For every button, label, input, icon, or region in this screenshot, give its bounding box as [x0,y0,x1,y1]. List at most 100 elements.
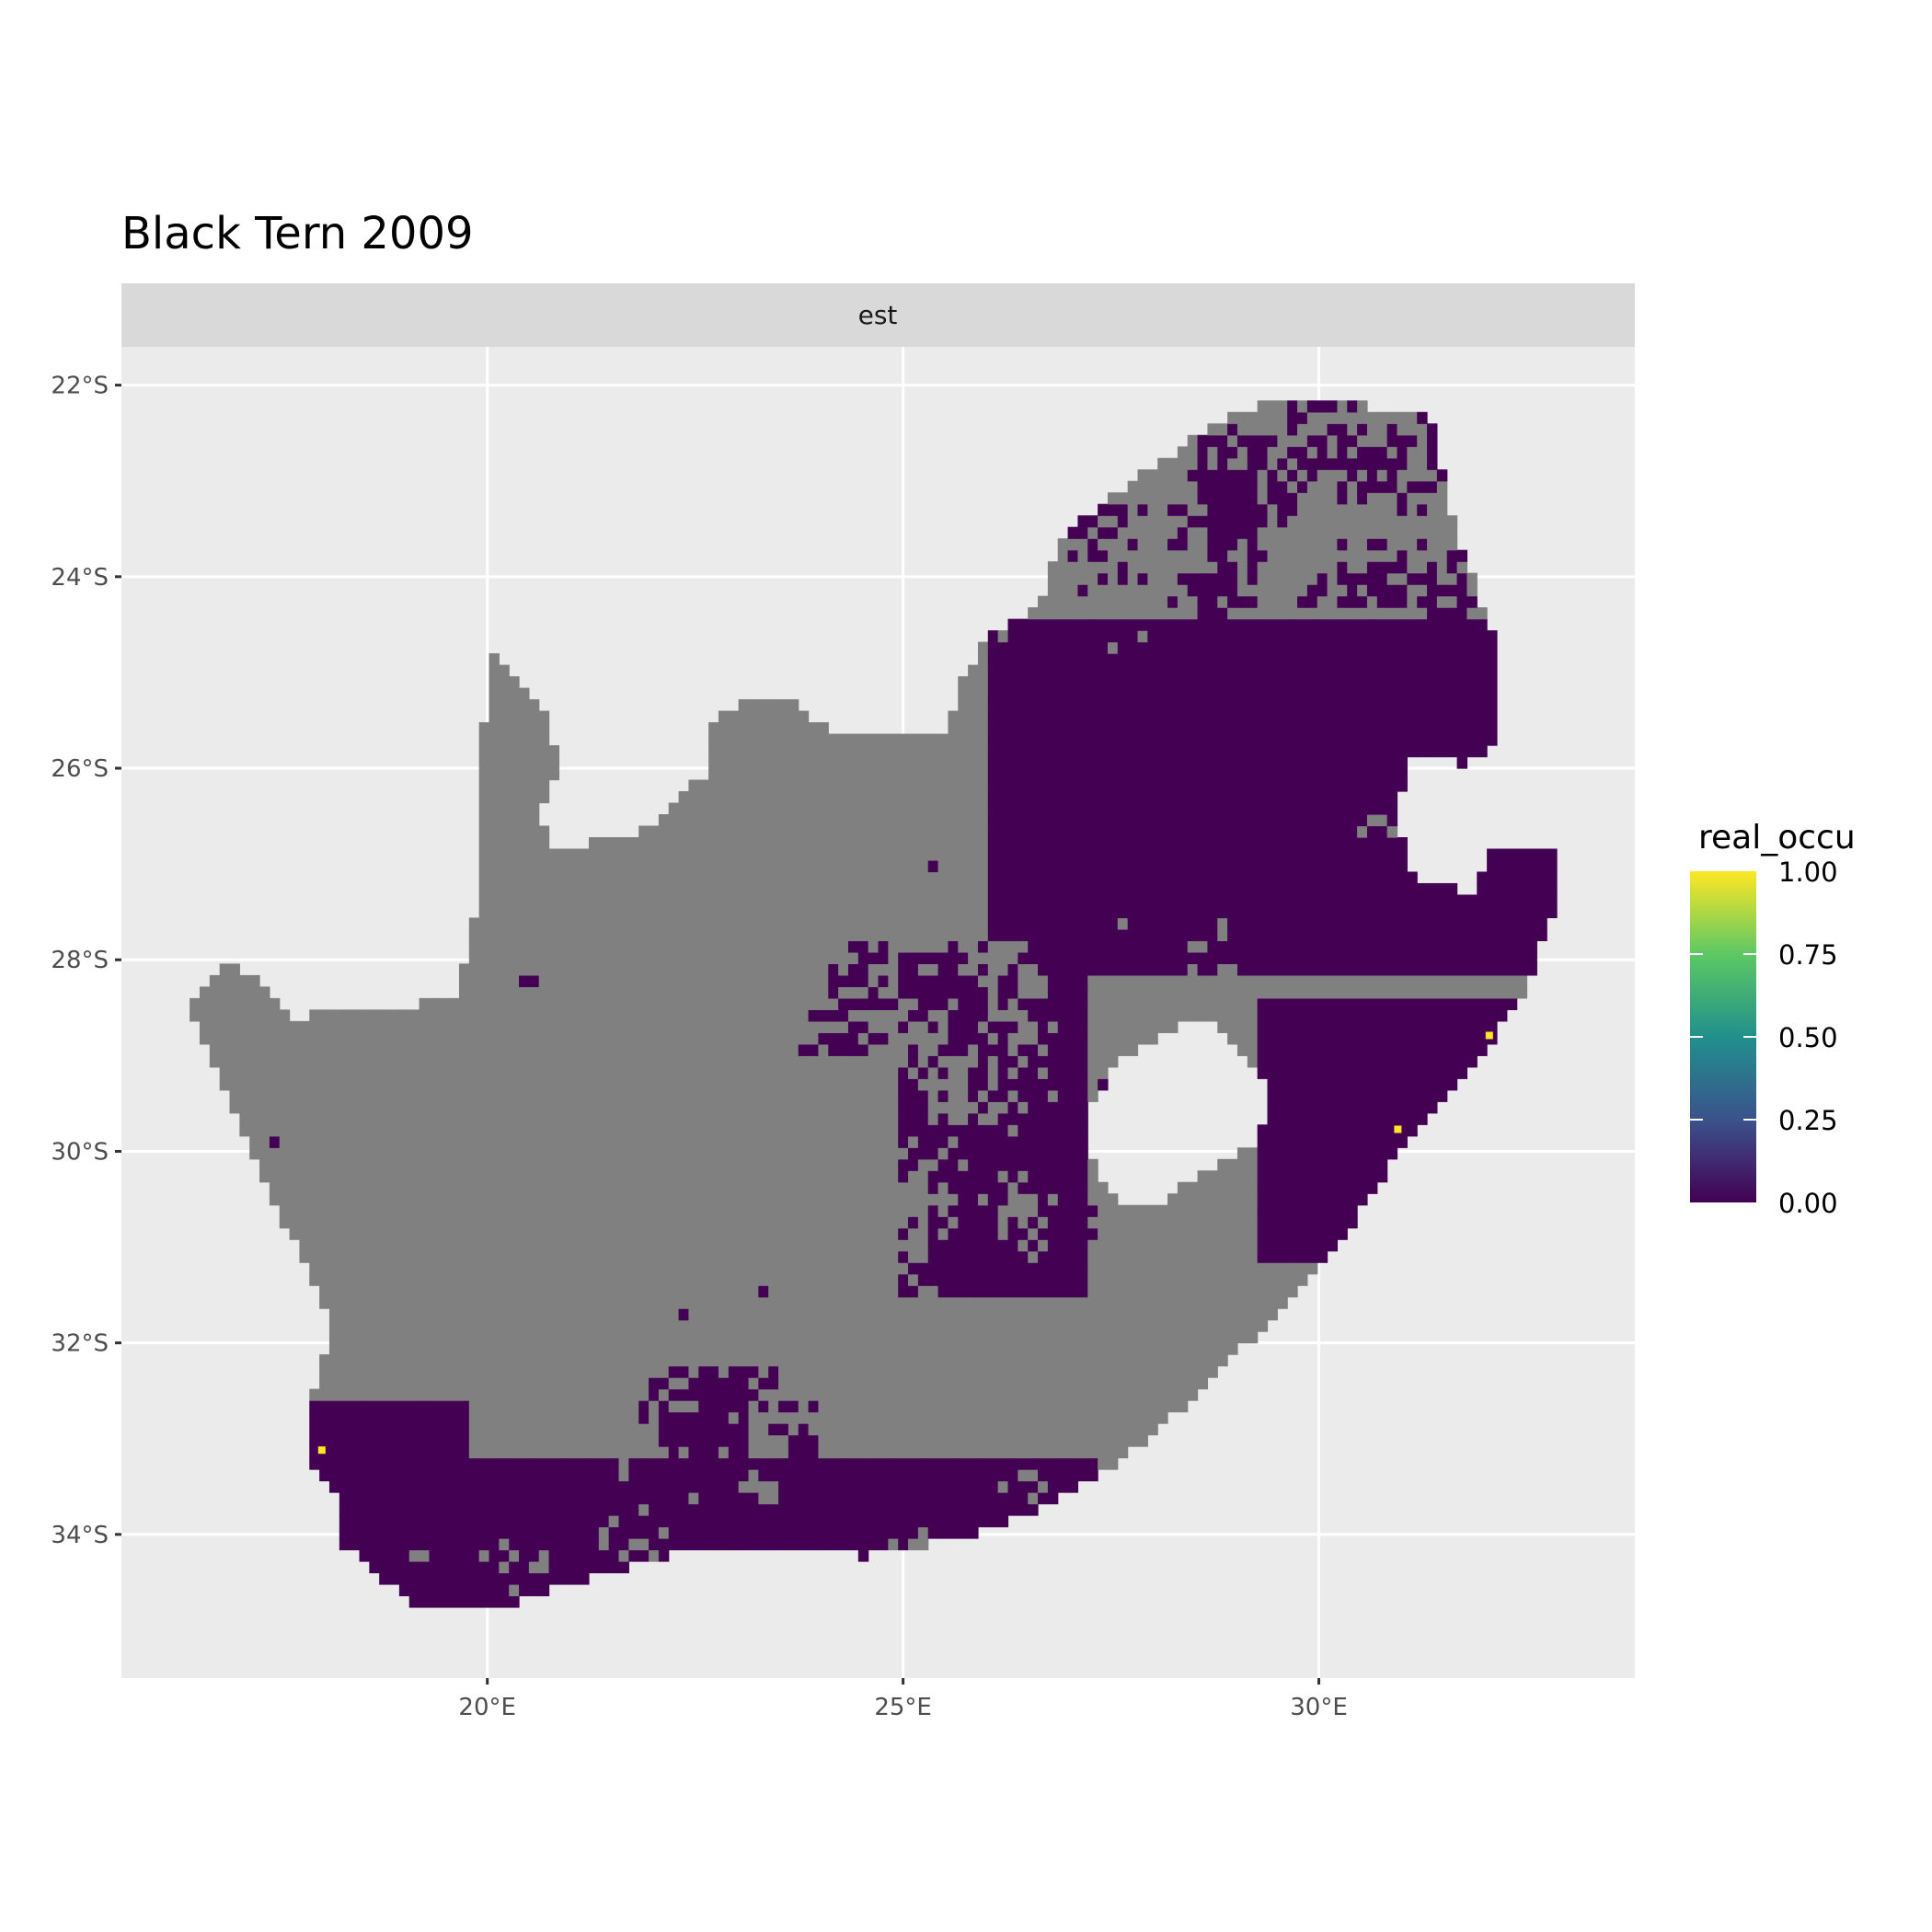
raster-cell [857,1147,869,1160]
raster-cell [937,1308,949,1321]
raster-cell [369,1273,380,1286]
raster-cell [857,1055,869,1068]
raster-cell [299,1032,310,1045]
raster-cell [1317,1158,1328,1171]
raster-cell [538,1492,550,1505]
raster-cell [1287,1216,1298,1229]
raster-cell [828,1147,839,1160]
raster-cell [1177,1296,1189,1309]
raster-cell [558,1262,569,1275]
raster-cell [788,1089,799,1102]
raster-cell [1397,1032,1408,1045]
raster-cell [249,1112,260,1125]
raster-cell [538,1227,550,1240]
raster-cell [449,1492,460,1505]
raster-cell [798,1147,810,1160]
raster-cell [1257,997,1269,1010]
raster-cell [888,1193,899,1206]
raster-cell [768,1342,779,1355]
raster-cell [878,1239,889,1252]
raster-cell [1297,1101,1308,1114]
raster-cell [249,1032,260,1045]
raster-cell [579,1388,590,1401]
raster-cell [698,1273,709,1286]
raster-cell [738,1365,750,1378]
raster-cell [668,1400,680,1413]
raster-cell [509,1480,520,1493]
raster-cell [1407,1101,1418,1114]
raster-cell [698,1043,709,1056]
raster-cell [1028,1181,1039,1194]
raster-cell [1327,1147,1339,1160]
raster-cell [398,1526,410,1539]
raster-cell [598,1319,610,1332]
raster-cell [1236,1204,1248,1217]
raster-cell [489,1112,500,1125]
raster-cell [359,1515,370,1528]
raster-cell [369,1285,380,1298]
raster-cell [698,1135,709,1148]
raster-cell [519,1388,530,1401]
raster-cell [1187,1273,1199,1286]
raster-cell [688,1135,699,1148]
raster-cell [738,1515,750,1528]
raster-cell [1207,986,1218,999]
raster-cell [788,1400,799,1413]
raster-cell [598,1055,610,1068]
raster-cell [658,1308,670,1321]
raster-cell [768,974,779,987]
raster-cell [977,1250,989,1263]
raster-cell [888,1377,899,1390]
raster-cell [968,1469,979,1482]
raster-cell [569,1331,580,1344]
raster-cell [708,1526,719,1539]
raster-cell [468,1480,480,1493]
raster-cell [1257,1204,1269,1217]
raster-cell [1117,1446,1129,1459]
raster-cell [649,1216,660,1229]
raster-cell [509,1560,520,1574]
raster-cell [668,997,680,1010]
raster-cell [419,1250,431,1263]
raster-cell [958,1354,969,1367]
raster-cell [1107,1308,1119,1321]
raster-cell [748,1503,759,1516]
raster-cell [778,997,789,1010]
raster-cell [917,1055,929,1068]
raster-cell [519,1319,530,1332]
raster-cell [468,1262,480,1275]
raster-cell [509,1423,520,1436]
raster-cell [1018,1170,1029,1183]
raster-cell [1427,1055,1438,1068]
raster-cell [478,1354,490,1367]
raster-cell [738,1124,750,1137]
raster-cell [538,1066,550,1079]
raster-cell [1018,1423,1029,1436]
raster-cell [379,1480,390,1493]
raster-cell [398,1147,410,1160]
raster-cell [379,1135,390,1148]
raster-cell [429,1583,440,1597]
raster-cell [977,1181,989,1194]
raster-cell [898,1089,909,1102]
raster-cell [868,1342,880,1355]
raster-cell [628,1204,639,1217]
raster-cell [698,1480,709,1493]
raster-cell [279,1124,291,1137]
raster-cell [468,963,480,976]
raster-cell [579,1572,590,1585]
raster-cell [778,1055,789,1068]
raster-cell [977,1492,989,1505]
raster-cell [917,1112,929,1125]
raster-cell [1018,1354,1029,1367]
raster-cell [718,1158,730,1171]
raster-cell [379,1250,390,1263]
raster-cell [1436,1066,1448,1079]
raster-cell [878,1193,889,1206]
raster-cell [408,1319,420,1332]
raster-cell [1067,1296,1079,1309]
raster-cell [768,1273,779,1286]
raster-cell [598,1227,610,1240]
raster-cell [868,1377,880,1390]
raster-cell [1157,1377,1168,1390]
